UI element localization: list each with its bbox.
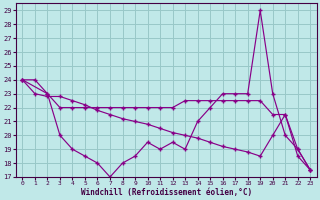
X-axis label: Windchill (Refroidissement éolien,°C): Windchill (Refroidissement éolien,°C) — [81, 188, 252, 197]
